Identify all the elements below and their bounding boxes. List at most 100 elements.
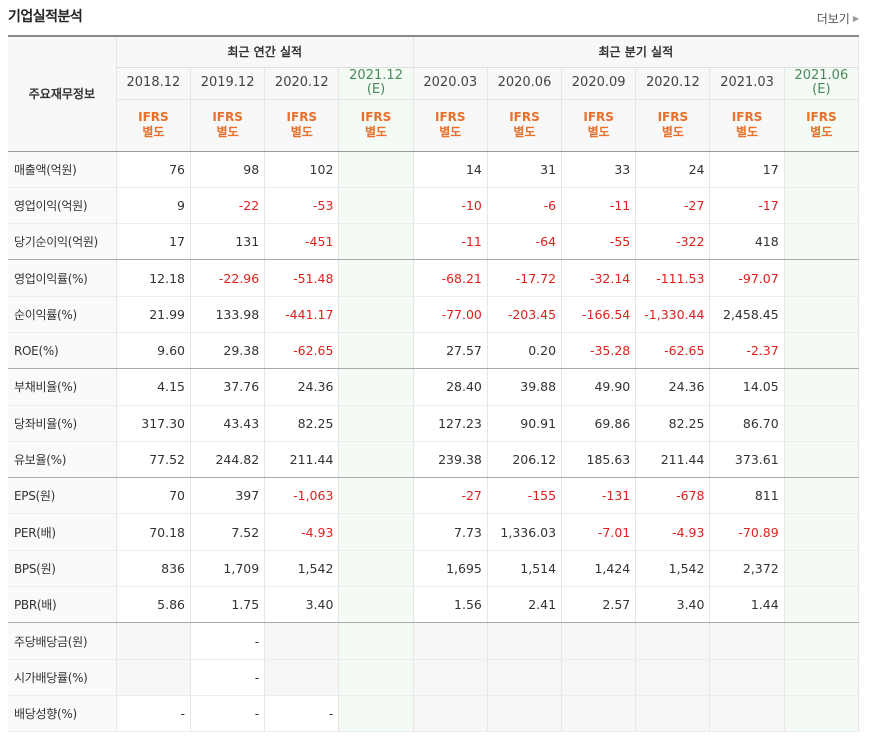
table-cell: 98 [190, 151, 266, 188]
table-cell [784, 405, 860, 442]
row-label: 매출액(억원) [8, 151, 117, 188]
table-cell: 4.15 [116, 368, 192, 406]
table-cell: 1,542 [264, 550, 340, 588]
table-cell: 244.82 [190, 441, 266, 479]
table-cell: 90.91 [487, 405, 563, 442]
table-cell [561, 695, 637, 733]
row-label: 순이익률(%) [8, 296, 117, 333]
ifrs-standard: IFRS [806, 110, 837, 124]
table-cell [338, 550, 414, 588]
table-cell: 86.70 [709, 405, 785, 442]
table-cell: - [116, 695, 192, 733]
table-cell: 9.60 [116, 332, 192, 370]
table-cell: 2.41 [487, 586, 563, 624]
more-label[interactable]: 더보기 [816, 12, 850, 26]
table-cell: -322 [635, 223, 711, 261]
table-cell [709, 622, 785, 660]
more-link[interactable]: 더보기 ▶ [817, 10, 859, 27]
table-row: PBR(배) 5.86 1.75 3.40 1.56 2.41 2.57 3.40 1.44 [8, 586, 860, 624]
table-cell: -10 [412, 187, 488, 225]
table-cell: -55 [561, 223, 637, 261]
ifrs-type: 별도 [290, 125, 313, 139]
table-cell [338, 332, 414, 370]
table-cell: 2,458.45 [709, 296, 785, 333]
table-row: 매출액(억원) 76 98 102 14 31 33 24 17 [8, 151, 860, 188]
table-cell: 70.18 [116, 513, 192, 551]
ifrs-standard: IFRS [657, 110, 689, 124]
ifrs-type: 별도 [736, 125, 759, 139]
table-cell: -68.21 [412, 259, 488, 297]
ifrs-type: 별도 [216, 125, 239, 139]
table-cell: 37.76 [190, 368, 266, 406]
table-cell: -451 [264, 223, 340, 261]
period-header: 2019.12 [190, 67, 266, 100]
ifrs-standard: IFRS [583, 110, 614, 124]
table-cell: 3.40 [635, 586, 711, 624]
table-cell: 49.90 [561, 368, 637, 406]
period-header: 2021.12 (E) [338, 67, 414, 100]
table-cell: -27 [635, 187, 711, 225]
period-label: 2021.12 [349, 68, 403, 83]
table-row: 영업이익률(%) 12.18 -22.96 -51.48 -68.21 -17.72 -32… [8, 259, 860, 297]
table-cell [116, 659, 192, 696]
table-row: 배당성향(%) - - - [8, 695, 860, 733]
table-row: 부채비율(%) 4.15 37.76 24.36 28.40 39.88 49.90 24.3… [8, 368, 860, 406]
table-cell: 1.56 [412, 586, 488, 624]
row-label: 영업이익(억원) [8, 187, 117, 225]
table-cell: -166.54 [561, 296, 637, 333]
table-cell: -35.28 [561, 332, 637, 370]
table-cell [784, 659, 860, 696]
table-cell [412, 659, 488, 696]
period-label: 2020.12 [645, 75, 700, 90]
row-label: PBR(배) [8, 586, 117, 624]
table-cell [338, 405, 414, 442]
table-cell: 811 [709, 477, 785, 515]
ifrs-header: IFRS 별도 [116, 99, 192, 152]
table-cell [338, 259, 414, 297]
table-cell: 5.86 [116, 586, 192, 624]
table-cell: 1,514 [487, 550, 563, 588]
table-cell: -62.65 [635, 332, 711, 370]
table-cell [338, 622, 414, 660]
table-cell [784, 586, 860, 624]
table-cell: 29.38 [190, 332, 266, 370]
row-label: 시가배당률(%) [8, 659, 117, 696]
table-cell: 43.43 [190, 405, 266, 442]
ifrs-standard: IFRS [138, 110, 169, 124]
table-cell: 7.52 [190, 513, 266, 551]
row-label: 당기순이익(억원) [8, 223, 117, 261]
table-cell [487, 695, 563, 733]
period-header: 2021.03 [709, 67, 785, 100]
table-cell: - [190, 622, 266, 660]
table-cell [338, 187, 414, 225]
period-label: 2020.06 [497, 75, 552, 90]
table-cell: -17.72 [487, 259, 563, 297]
table-cell: 127.23 [412, 405, 488, 442]
table-cell [116, 622, 192, 660]
table-cell: 28.40 [412, 368, 488, 406]
table-cell: -32.14 [561, 259, 637, 297]
table-cell: - [264, 695, 340, 733]
table-cell: 1.44 [709, 586, 785, 624]
table-cell: - [190, 659, 266, 696]
table-row: BPS(원) 836 1,709 1,542 1,695 1,514 1,424 1,542 2… [8, 550, 860, 588]
table-cell: 1,709 [190, 550, 266, 588]
table-cell [338, 368, 414, 406]
ifrs-header: IFRS 별도 [784, 99, 860, 152]
ifrs-standard: IFRS [509, 110, 540, 124]
table-cell: 2,372 [709, 550, 785, 588]
table-cell [412, 622, 488, 660]
group-annual: 최근 연간 실적 [116, 35, 414, 68]
table-cell: 33 [561, 151, 637, 188]
table-cell: -11 [561, 187, 637, 225]
period-header: 2020.03 [412, 67, 488, 100]
table-cell [784, 550, 860, 588]
table-cell: 70 [116, 477, 192, 515]
table-cell: -678 [635, 477, 711, 515]
table-cell [487, 622, 563, 660]
table-cell: -7.01 [561, 513, 637, 551]
corner-label: 주요재무정보 [8, 35, 117, 152]
table-cell [784, 513, 860, 551]
table-cell [338, 441, 414, 479]
table-cell: -203.45 [487, 296, 563, 333]
